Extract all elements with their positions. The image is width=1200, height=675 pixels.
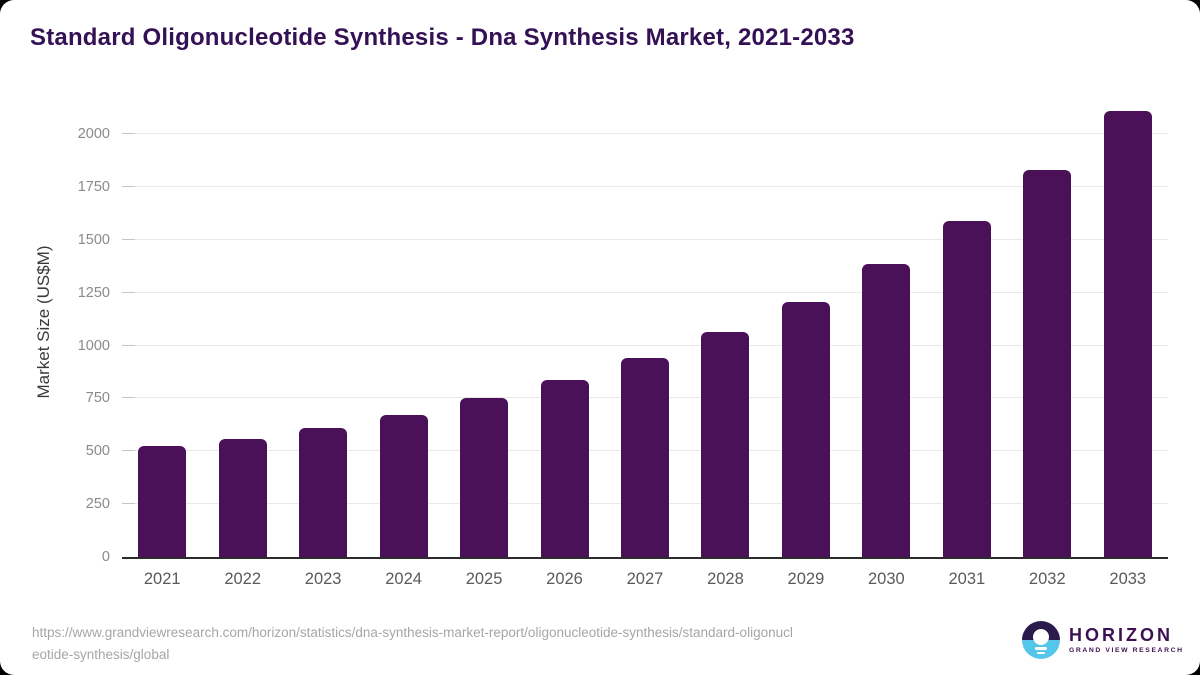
y-tick-mark-1250 xyxy=(122,291,135,293)
x-tick-label-2024: 2024 xyxy=(385,570,422,588)
x-tick-label-2027: 2027 xyxy=(626,570,664,588)
horizon-logo-subtitle: GRAND VIEW RESEARCH xyxy=(1069,647,1184,654)
x-tick-label-2030: 2030 xyxy=(868,570,905,588)
bar-2030[interactable] xyxy=(862,264,911,557)
y-tick-mark-500 xyxy=(122,450,135,452)
x-tick-label-2022: 2022 xyxy=(224,570,262,588)
x-tick-label-2025: 2025 xyxy=(465,570,503,588)
bar-2032[interactable] xyxy=(1023,169,1072,557)
bar-2021[interactable] xyxy=(138,445,187,557)
horizon-logo-reflection-2 xyxy=(1037,651,1045,654)
bar-2033[interactable] xyxy=(1103,110,1152,557)
bar-2029[interactable] xyxy=(781,302,830,557)
gridline-1750 xyxy=(122,185,1168,187)
source-url: https://www.grandviewresearch.com/horizo… xyxy=(32,622,932,666)
x-tick-label-2021: 2021 xyxy=(143,570,181,588)
y-tick-mark-2000 xyxy=(122,133,135,134)
source-url-line-1: https://www.grandviewresearch.com/horizo… xyxy=(32,625,793,640)
y-tick-mark-1500 xyxy=(122,238,135,240)
x-tick-label-2026: 2026 xyxy=(546,570,583,588)
bar-2028[interactable] xyxy=(701,331,750,557)
x-tick-label-2033: 2033 xyxy=(1109,570,1147,588)
bar-2026[interactable] xyxy=(540,380,589,557)
horizon-logo-brand: HORIZON xyxy=(1069,625,1173,645)
y-tick-label-500: 500 xyxy=(85,443,110,460)
x-axis-labels: 2021 2022 2023 2024 2025 2026 2027 2028 2029 2030… xyxy=(122,570,1168,592)
y-tick-label-750: 750 xyxy=(85,390,110,407)
y-tick-label-1250: 1250 xyxy=(77,284,110,301)
bar-2023[interactable] xyxy=(299,428,348,557)
y-tick-label-1750: 1750 xyxy=(77,178,110,195)
horizon-logo: HORIZON GRAND VIEW RESEARCH xyxy=(1022,621,1184,659)
horizon-logo-icon xyxy=(1022,621,1060,659)
y-tick-mark-1750 xyxy=(122,185,135,187)
horizon-logo-sun xyxy=(1033,629,1049,645)
gridline-1000 xyxy=(122,344,1168,346)
horizon-logo-text: HORIZON GRAND VIEW RESEARCH xyxy=(1069,625,1184,655)
bar-2025[interactable] xyxy=(460,398,509,557)
x-tick-label-2032: 2032 xyxy=(1028,570,1066,588)
gridline-1250 xyxy=(122,291,1168,293)
bar-2031[interactable] xyxy=(942,220,991,557)
y-tick-label-1500: 1500 xyxy=(77,231,110,248)
x-tick-label-2023: 2023 xyxy=(304,570,342,588)
y-tick-label-250: 250 xyxy=(85,496,110,513)
horizon-logo-reflection-1 xyxy=(1035,647,1047,650)
x-tick-label-2031: 2031 xyxy=(948,570,986,588)
y-tick-mark-750 xyxy=(122,397,135,399)
x-tick-label-2029: 2029 xyxy=(787,570,825,588)
gridline-1500 xyxy=(122,238,1168,240)
x-tick-label-2028: 2028 xyxy=(707,570,744,588)
source-url-line-2: eotide-synthesis/global xyxy=(32,647,170,662)
y-tick-label-1000: 1000 xyxy=(77,337,110,354)
chart-title: Standard Oligonucleotide Synthesis - Dna… xyxy=(30,24,855,51)
y-tick-mark-1000 xyxy=(122,344,135,346)
gridline-2000 xyxy=(122,133,1168,134)
y-tick-label-0: 0 xyxy=(101,549,110,565)
y-tick-label-2000: 2000 xyxy=(77,126,110,142)
bar-2027[interactable] xyxy=(621,358,669,557)
bar-2024[interactable] xyxy=(379,415,428,557)
bar-2022[interactable] xyxy=(218,438,267,557)
y-tick-mark-250 xyxy=(122,503,135,505)
plot-area xyxy=(122,100,1168,559)
y-axis-title: Market Size (US$M) xyxy=(34,245,53,399)
